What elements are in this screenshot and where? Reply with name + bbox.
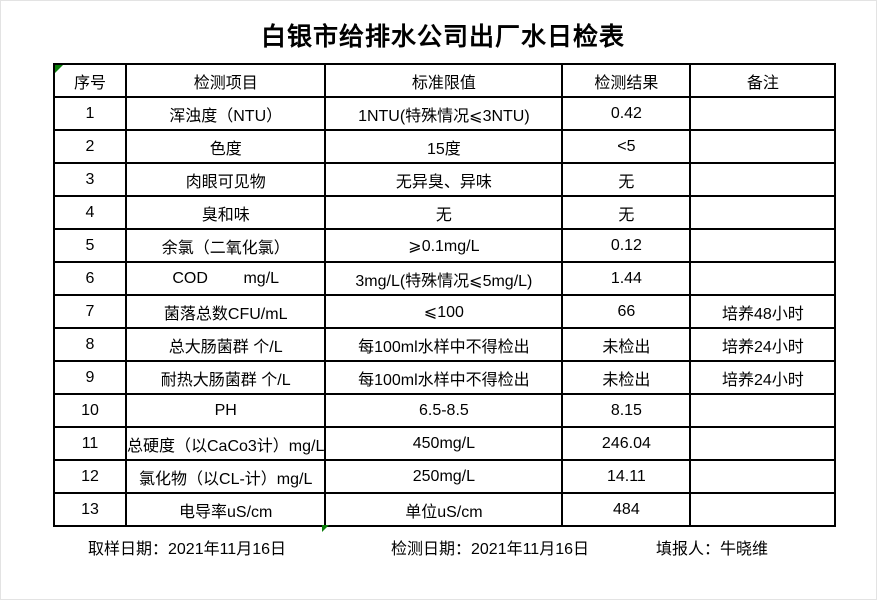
table-row: 2 色度 15度 <5 bbox=[53, 129, 837, 164]
cell-limit: 每100ml水样中不得检出 bbox=[324, 327, 564, 362]
cell-item: 耐热大肠菌群 个/L bbox=[124, 360, 327, 395]
cell-item: 肉眼可见物 bbox=[124, 162, 327, 197]
cell-remark bbox=[689, 162, 837, 197]
cell-no: 1 bbox=[53, 96, 127, 131]
cell-limit: ⩾0.1mg/L bbox=[324, 228, 564, 263]
cell-no: 3 bbox=[53, 162, 127, 197]
inspection-table: 序号 检测项目 标准限值 检测结果 备注 1 浑浊度（NTU） 1NTU(特殊情况⩽3NTU… bbox=[53, 63, 837, 527]
table-row: 4 臭和味无无 bbox=[53, 195, 837, 230]
cell-no: 8 bbox=[53, 327, 127, 362]
cell-result: <5 bbox=[561, 129, 692, 164]
cell-limit: 无异臭、异味 bbox=[324, 162, 564, 197]
cell-limit: 15度 bbox=[324, 129, 564, 164]
cell-no: 10 bbox=[53, 393, 127, 428]
cell-limit: 250mg/L bbox=[324, 459, 564, 494]
cell-item: 总硬度（以CaCo3计）mg/L bbox=[124, 426, 327, 461]
cell-item: 总大肠菌群 个/L bbox=[124, 327, 327, 362]
cell-remark bbox=[689, 393, 837, 428]
cell-result: 无 bbox=[561, 162, 692, 197]
column-header: 标准限值 bbox=[324, 63, 564, 98]
cell-remark: 培养48小时 bbox=[689, 294, 837, 329]
cell-remark bbox=[689, 96, 837, 131]
cell-result: 未检出 bbox=[561, 327, 692, 362]
cell-result: 未检出 bbox=[561, 360, 692, 395]
cell-remark bbox=[689, 129, 837, 164]
sample-date-label: 取样日期：2021年11月16日 bbox=[88, 541, 287, 558]
cell-remark bbox=[689, 195, 837, 230]
cell-item: 臭和味 bbox=[124, 195, 327, 230]
cell-remark bbox=[689, 261, 837, 296]
cell-result: 246.04 bbox=[561, 426, 692, 461]
table-row: 7 菌落总数CFU/mL ⩽100 66 培养48小时 bbox=[53, 294, 837, 329]
cell-no: 5 bbox=[53, 228, 127, 263]
cell-remark bbox=[689, 492, 837, 527]
cell-no: 4 bbox=[53, 195, 127, 230]
table-row: 11 总硬度（以CaCo3计）mg/L 450mg/L 246.04 bbox=[53, 426, 837, 461]
cell-limit: 450mg/L bbox=[324, 426, 564, 461]
cell-no: 11 bbox=[53, 426, 127, 461]
table-row: 3 肉眼可见物 无异臭、异味无 bbox=[53, 162, 837, 197]
cell-no: 13 bbox=[53, 492, 127, 527]
cell-item: 色度 bbox=[124, 129, 327, 164]
cell-limit: 无 bbox=[324, 195, 564, 230]
table-row: 9 耐热大肠菌群 个/L 每100ml水样中不得检出 未检出 培养24小时 bbox=[53, 360, 837, 395]
excel-error-indicator-icon bbox=[55, 65, 63, 73]
column-header: 备注 bbox=[689, 63, 837, 98]
table-row: 10 PH 6.5-8.5 8.15 bbox=[53, 393, 837, 428]
cell-item: 浑浊度（NTU） bbox=[124, 96, 327, 131]
cell-result: 0.12 bbox=[561, 228, 692, 263]
table-row: 12 氯化物（以CL-计）mg/L 250mg/L 14.11 bbox=[53, 459, 837, 494]
cell-remark: 培养24小时 bbox=[689, 360, 837, 395]
cell-remark bbox=[689, 426, 837, 461]
column-header: 检测结果 bbox=[561, 63, 692, 98]
cell-remark bbox=[689, 459, 837, 494]
cell-item: 氯化物（以CL-计）mg/L bbox=[124, 459, 327, 494]
cell-item: 菌落总数CFU/mL bbox=[124, 294, 327, 329]
cell-result: 0.42 bbox=[561, 96, 692, 131]
column-header: 序号 bbox=[53, 63, 127, 98]
footer: 取样日期：2021年11月16日 检测日期：2021年11月16日 填报人：牛晓… bbox=[1, 535, 876, 559]
column-header: 检测项目 bbox=[124, 63, 327, 98]
cell-item: COD mg/L bbox=[124, 261, 327, 296]
cell-remark: 培养24小时 bbox=[689, 327, 837, 362]
reporter-label: 填报人：牛晓维 bbox=[656, 541, 769, 558]
table-row: 1 浑浊度（NTU） 1NTU(特殊情况⩽3NTU) 0.42 bbox=[53, 96, 837, 131]
cell-limit: 每100ml水样中不得检出 bbox=[324, 360, 564, 395]
cell-no: 6 bbox=[53, 261, 127, 296]
cell-limit: 3mg/L(特殊情况⩽5mg/L) bbox=[324, 261, 564, 296]
cell-no: 12 bbox=[53, 459, 127, 494]
cell-no: 7 bbox=[53, 294, 127, 329]
cell-limit: 6.5-8.5 bbox=[324, 393, 564, 428]
table-row: 8 总大肠菌群 个/L 每100ml水样中不得检出 未检出 培养24小时 bbox=[53, 327, 837, 362]
table-row: 5 余氯（二氧化氯） ⩾0.1mg/L 0.12 bbox=[53, 228, 837, 263]
cell-limit: ⩽100 bbox=[324, 294, 564, 329]
table-row: 6 COD mg/L 3mg/L(特殊情况⩽5mg/L) 1.44 bbox=[53, 261, 837, 296]
cell-limit: 1NTU(特殊情况⩽3NTU) bbox=[324, 96, 564, 131]
page-title: 白银市给排水公司出厂水日检表 bbox=[260, 23, 625, 51]
cell-item: PH bbox=[124, 393, 327, 428]
excel-error-indicator-icon bbox=[322, 525, 329, 532]
table-row: 13 电导率uS/cm 单位uS/cm 484 bbox=[53, 492, 837, 527]
cell-result: 66 bbox=[561, 294, 692, 329]
cell-result: 1.44 bbox=[561, 261, 692, 296]
cell-no: 2 bbox=[53, 129, 127, 164]
cell-remark bbox=[689, 228, 837, 263]
cell-item: 电导率uS/cm bbox=[124, 492, 327, 527]
cell-limit: 单位uS/cm bbox=[324, 492, 564, 527]
table-header-row: 序号 检测项目 标准限值 检测结果 备注 bbox=[53, 63, 837, 98]
cell-result: 无 bbox=[561, 195, 692, 230]
cell-result: 484 bbox=[561, 492, 692, 527]
cell-result: 8.15 bbox=[561, 393, 692, 428]
test-date-label: 检测日期：2021年11月16日 bbox=[391, 541, 590, 558]
cell-item: 余氯（二氧化氯） bbox=[124, 228, 327, 263]
cell-no: 9 bbox=[53, 360, 127, 395]
cell-result: 14.11 bbox=[561, 459, 692, 494]
